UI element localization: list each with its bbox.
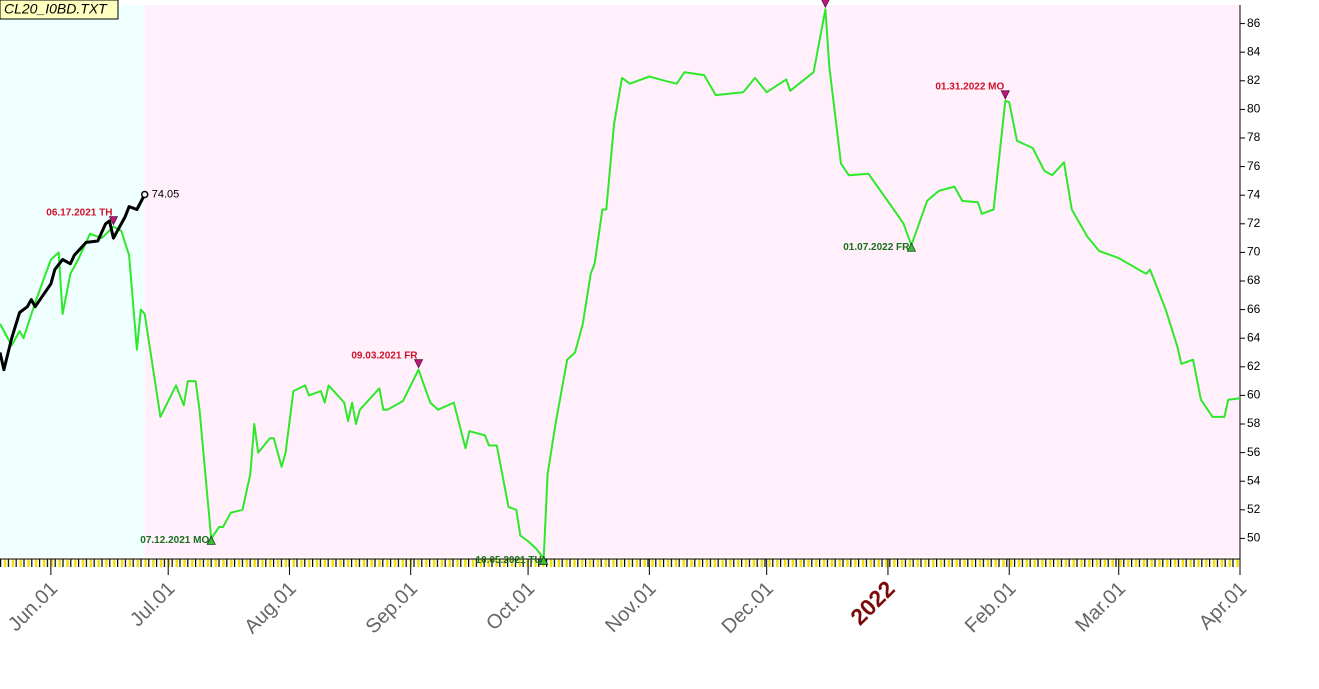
forecast-background — [144, 5, 1241, 557]
low-marker — [206, 535, 216, 545]
y-tick-label: 54 — [1247, 473, 1261, 487]
y-tick-label: 84 — [1247, 44, 1261, 58]
y-tick-label: 66 — [1247, 302, 1261, 316]
y-tick-label: 52 — [1247, 502, 1261, 516]
high-marker — [413, 359, 424, 369]
series-line — [0, 8, 1241, 560]
x-tick-label: Jul.01 — [126, 578, 179, 631]
y-tick-label: 86 — [1247, 16, 1261, 30]
y-tick-label: 64 — [1247, 330, 1261, 344]
x-tick-label: Sep.01 — [362, 578, 422, 638]
low-label: 10.05.2021 TU — [476, 555, 542, 566]
y-tick-label: 82 — [1247, 73, 1261, 87]
chart-title: CL20_I0BD.TXT — [4, 1, 108, 17]
y-tick-label: 78 — [1247, 130, 1261, 144]
y-tick-label: 62 — [1247, 359, 1261, 373]
y-tick-label: 70 — [1247, 245, 1261, 259]
x-tick-label: Oct.01 — [482, 578, 539, 635]
day-ticks — [0, 559, 1240, 567]
x-tick-label: Aug.01 — [240, 578, 300, 638]
history-background — [0, 5, 145, 557]
high-label: 01.31.2022 MO — [935, 81, 1004, 92]
high-marker — [821, 0, 830, 9]
y-tick-label: 50 — [1247, 531, 1261, 545]
series-line — [0, 193, 147, 372]
low-marker — [539, 555, 549, 565]
high-label: 09.03.2021 FR — [351, 350, 418, 361]
x-tick-label: 2022 — [845, 575, 900, 630]
low-label: 01.07.2022 FR — [843, 242, 910, 253]
high-label: 06.17.2021 TH — [46, 207, 112, 218]
x-tick-label: Feb.01 — [961, 578, 1021, 638]
high-marker — [1000, 90, 1010, 100]
y-tick-label: 68 — [1247, 273, 1261, 287]
x-tick-label: Dec.01 — [718, 578, 778, 638]
y-tick-label: 76 — [1247, 159, 1261, 173]
low-marker — [906, 242, 917, 252]
y-tick-label: 72 — [1247, 216, 1261, 230]
y-tick-label: 58 — [1247, 416, 1261, 430]
last-value-label: 74.05 — [152, 188, 180, 200]
last-point — [140, 190, 149, 199]
low-label: 07.12.2021 MO — [140, 535, 209, 546]
x-tick-label: Apr.01 — [1195, 578, 1251, 634]
x-tick-label: Mar.01 — [1071, 578, 1130, 637]
y-tick-label: 56 — [1247, 445, 1261, 459]
y-tick-label: 74 — [1247, 187, 1261, 201]
high-label: 12.16.2021 TH — [758, 0, 824, 1]
high-marker — [108, 216, 119, 226]
title-box — [0, 0, 119, 20]
y-tick-label: 60 — [1247, 388, 1261, 402]
x-tick-label: Nov.01 — [601, 578, 660, 637]
x-tick-label: Jun.01 — [4, 578, 62, 636]
y-tick-label: 80 — [1247, 102, 1261, 116]
